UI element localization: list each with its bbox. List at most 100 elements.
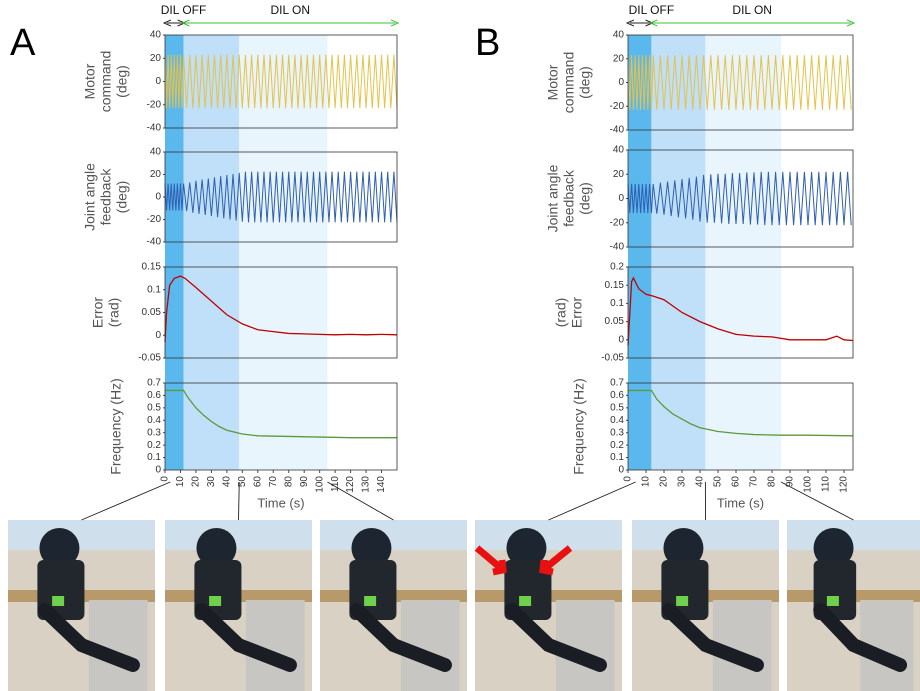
y-tick-label: -40 [610, 125, 625, 136]
robot-head [196, 528, 237, 568]
y-tick-label: 20 [613, 169, 625, 180]
y-tick-label: 0.7 [147, 378, 161, 389]
y-tick-label: 0.1 [147, 452, 161, 463]
x-tick-label: 20 [659, 476, 670, 488]
series-line [627, 55, 852, 110]
x-tick-label: 130 [361, 476, 372, 493]
y-tick-label: 0 [155, 330, 161, 341]
robot-joint [826, 596, 839, 606]
x-tick-label: 40 [222, 476, 233, 488]
y-tick-label: -20 [610, 101, 625, 112]
x-tick-label: 110 [821, 476, 832, 492]
dil-off-label: DIL OFF [161, 3, 207, 17]
x-tick-label: 0 [623, 476, 634, 482]
y-tick-label: 40 [150, 30, 162, 41]
panel-label: A [10, 22, 36, 64]
y-tick-label: 40 [613, 30, 625, 41]
plot-frame [627, 382, 854, 471]
region [651, 35, 706, 470]
robot-joint [52, 596, 65, 606]
robot-arm [504, 603, 607, 672]
y-tick-label: 0.2 [147, 440, 161, 451]
photo-monitor [8, 520, 155, 550]
y-axis-label: command [561, 52, 577, 113]
robot-arm [813, 603, 908, 672]
photo [787, 520, 920, 691]
photo-monitor [320, 520, 467, 550]
y-axis-label: (deg) [577, 182, 593, 215]
robot-arm [194, 603, 297, 672]
region [705, 35, 781, 470]
y-tick-label: 0 [618, 77, 624, 88]
x-tick-label: 80 [283, 476, 294, 488]
y-axis-label: (deg) [577, 66, 593, 99]
x-tick-label: 10 [641, 476, 652, 488]
x-tick-label: 10 [175, 476, 186, 488]
plot-frame [164, 382, 398, 471]
photo [320, 520, 467, 691]
connector [81, 481, 171, 521]
y-axis-label: Frequency (Hz) [108, 378, 124, 474]
y-tick-label: 0.5 [147, 402, 161, 413]
plot-frame [627, 266, 854, 359]
y-tick-label: 0.6 [147, 390, 161, 401]
y-tick-label: -0.05 [138, 353, 161, 364]
y-tick-label: -0.05 [601, 353, 624, 364]
plot-frame [627, 34, 854, 131]
y-tick-label: 0.4 [610, 415, 624, 426]
y-tick-label: 0 [155, 192, 161, 203]
robot-joint [676, 596, 689, 606]
panel-label: B [475, 22, 500, 64]
robot-arm [349, 603, 452, 672]
y-axis-label: (deg) [114, 181, 130, 214]
connector [780, 481, 854, 521]
robot-joint [209, 596, 222, 606]
y-tick-label: 0.7 [610, 378, 624, 389]
y-axis-label: (deg) [114, 65, 130, 98]
x-tick-label: 50 [713, 476, 724, 488]
x-tick-label: 50 [237, 476, 248, 488]
y-tick-label: -20 [147, 214, 162, 225]
robot-head [506, 528, 547, 568]
series-line [164, 171, 398, 223]
y-tick-label: -40 [147, 123, 162, 134]
dil-on-label: DIL ON [270, 3, 310, 17]
photo-monitor [475, 520, 622, 550]
y-tick-label: 0.4 [147, 415, 161, 426]
y-axis-label: command [98, 51, 114, 112]
y-tick-label: 0.2 [610, 262, 624, 273]
y-tick-label: 0.3 [147, 427, 161, 438]
connector [327, 481, 394, 521]
photo [474, 520, 622, 691]
x-tick-label: 90 [299, 476, 310, 488]
photo-monitor [632, 520, 779, 550]
robot-joint [519, 596, 532, 606]
y-tick-label: 40 [150, 147, 162, 158]
x-tick-label: 80 [767, 476, 778, 488]
y-tick-label: 20 [150, 53, 162, 64]
robot-arm [37, 603, 140, 672]
y-axis-label: Motor [82, 63, 98, 99]
x-tick-label: 70 [268, 476, 279, 488]
plot-frame [164, 266, 398, 359]
y-tick-label: 0.2 [610, 440, 624, 451]
x-tick-label: 60 [731, 476, 742, 488]
y-tick-label: -40 [147, 237, 162, 248]
y-axis-label: Joint angle [545, 164, 561, 232]
series-line [164, 54, 398, 109]
y-axis-label: Error [90, 297, 106, 328]
y-tick-label: 20 [613, 53, 625, 64]
y-tick-label: 20 [150, 169, 162, 180]
y-tick-label: 0.15 [142, 262, 162, 273]
x-axis-label: Time (s) [717, 495, 764, 510]
dil-off-label: DIL OFF [629, 3, 675, 17]
y-tick-label: 0 [618, 334, 624, 345]
robot-arm [661, 603, 764, 672]
x-tick-label: 100 [803, 476, 814, 493]
y-tick-label: 0.6 [610, 390, 624, 401]
y-tick-label: 0 [618, 193, 624, 204]
y-axis-label: (rad) [553, 298, 569, 328]
dil-on-label: DIL ON [732, 3, 772, 17]
y-tick-label: 0.5 [610, 402, 624, 413]
plot-frame [164, 151, 398, 243]
